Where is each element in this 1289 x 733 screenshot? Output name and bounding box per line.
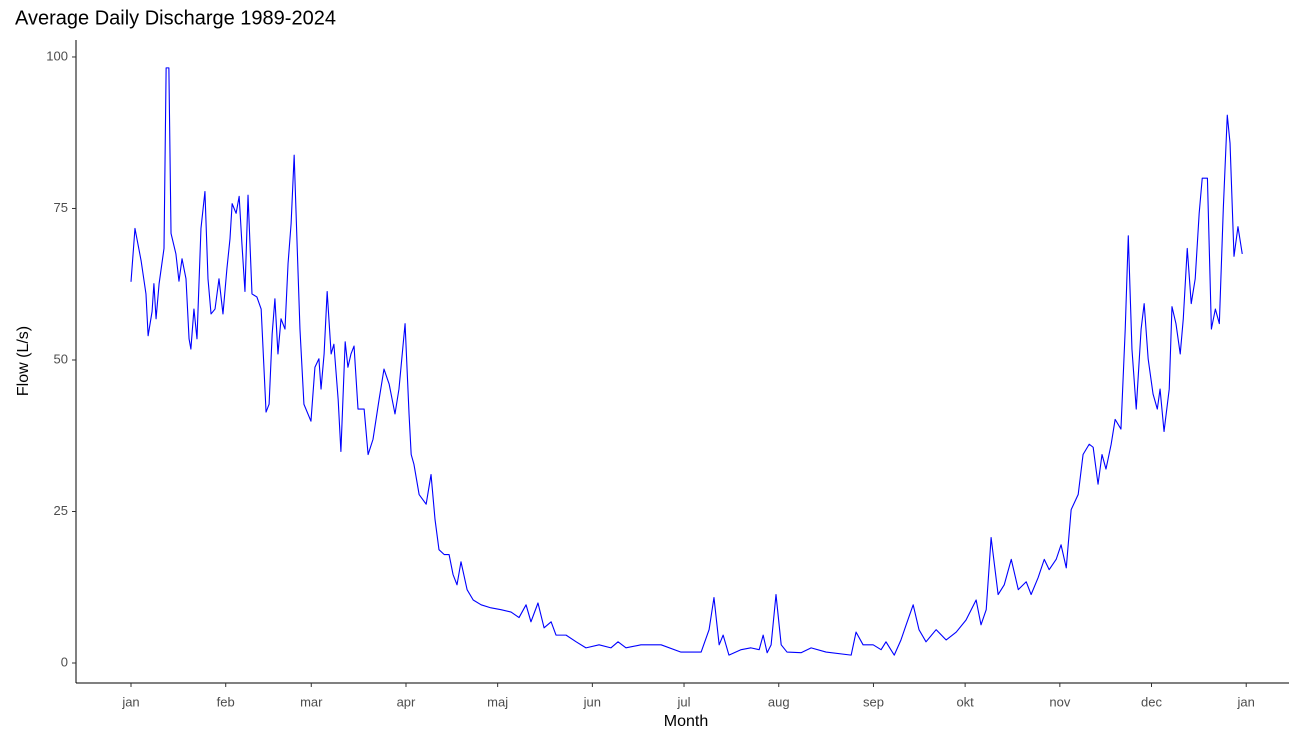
y-tick-label: 25	[54, 503, 68, 518]
x-tick-label: apr	[397, 694, 416, 709]
x-tick-label: mar	[300, 694, 323, 709]
x-tick-label: aug	[768, 694, 790, 709]
x-tick-label: jun	[583, 694, 601, 709]
x-tick-label: jan	[121, 694, 139, 709]
x-tick-label: okt	[956, 694, 974, 709]
x-tick-label: maj	[487, 694, 508, 709]
chart-title: Average Daily Discharge 1989-2024	[15, 7, 336, 29]
x-tick-label: feb	[217, 694, 235, 709]
x-tick-label: dec	[1141, 694, 1162, 709]
x-tick-label: jul	[677, 694, 691, 709]
y-axis-title: Flow (L/s)	[15, 326, 32, 396]
data-line	[130, 67, 1243, 656]
y-tick-label: 75	[54, 200, 68, 215]
y-tick-label: 50	[54, 351, 68, 366]
x-tick-label: nov	[1049, 694, 1070, 709]
x-tick-label: sep	[863, 694, 884, 709]
x-tick-label: jan	[1237, 694, 1255, 709]
y-tick-label: 0	[61, 654, 68, 669]
y-tick-label: 100	[46, 48, 68, 63]
x-axis-title: Month	[664, 713, 708, 730]
